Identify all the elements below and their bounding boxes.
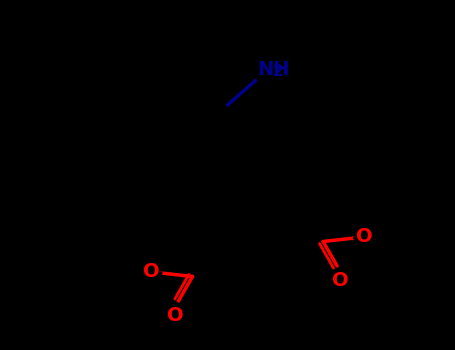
Text: O: O [356,227,373,246]
Text: O: O [142,262,159,281]
Text: O: O [167,306,184,325]
Text: 2: 2 [273,64,284,79]
Text: O: O [332,271,348,290]
Text: NH: NH [257,60,290,79]
